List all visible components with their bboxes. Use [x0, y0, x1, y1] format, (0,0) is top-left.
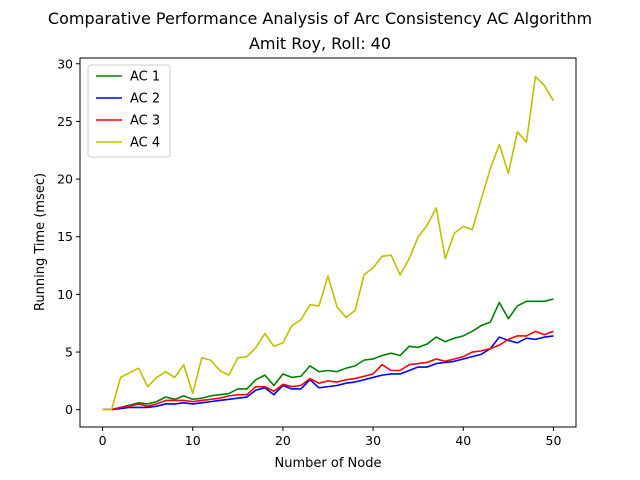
x-tick-label: 50 [546, 433, 562, 448]
legend: AC 1 AC 2 AC 3 AC 4 [87, 64, 171, 158]
series-line-ac4 [102, 75, 555, 411]
axes-frame [79, 57, 577, 428]
chart-title: Comparative Performance Analysis of Arc … [48, 9, 592, 28]
legend-label: AC 1 [130, 70, 160, 85]
x-axis-label: Number of Node [275, 456, 382, 471]
x-tick-label: 20 [275, 433, 291, 448]
x-tick-label: 40 [455, 433, 471, 448]
x-tick-label: 0 [99, 433, 107, 448]
legend-label: AC 4 [130, 136, 160, 151]
legend-label: AC 3 [130, 114, 160, 129]
y-tick-label: 30 [57, 56, 73, 71]
series-line-ac1 [102, 298, 554, 411]
y-tick-label: 0 [65, 402, 73, 417]
legend-label: AC 2 [130, 92, 160, 107]
plot-area [102, 75, 555, 411]
y-tick-label: 5 [65, 345, 73, 360]
y-axis-label: Running Time (msec) [33, 173, 48, 311]
series-line-ac3 [102, 330, 554, 411]
chart-subtitle: Amit Roy, Roll: 40 [249, 34, 391, 53]
series-line-ac2 [102, 335, 554, 411]
y-tick-label: 20 [57, 172, 73, 187]
legend-box [87, 64, 171, 158]
y-tick-label: 15 [57, 229, 73, 244]
y-axis: 0 5 10 15 20 25 30 [57, 56, 80, 417]
y-tick-label: 10 [57, 287, 73, 302]
x-axis: 0 10 20 30 40 50 [99, 427, 562, 448]
x-tick-label: 10 [185, 433, 201, 448]
x-tick-label: 30 [365, 433, 381, 448]
y-tick-label: 25 [57, 114, 73, 129]
